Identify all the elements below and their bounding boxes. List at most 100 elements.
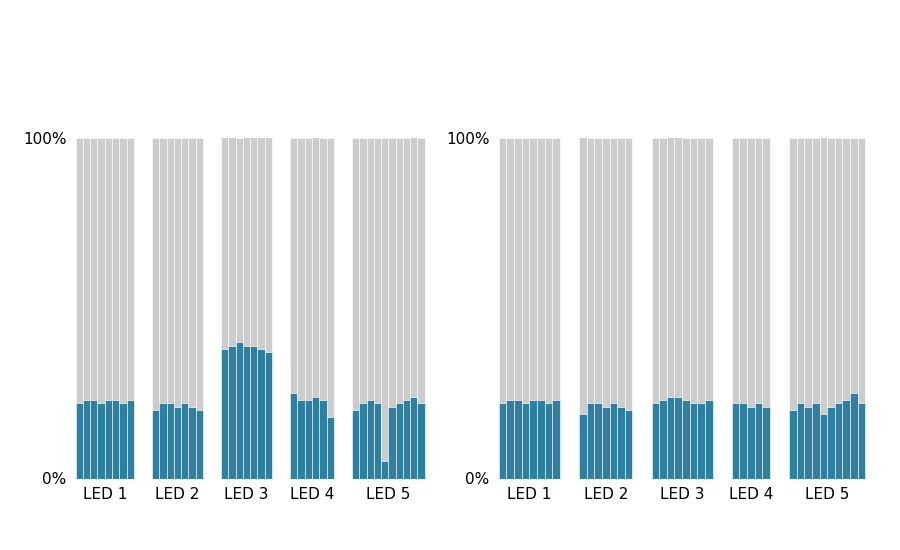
Bar bbox=[674, 138, 682, 397]
Bar bbox=[159, 404, 166, 478]
Bar bbox=[243, 345, 250, 478]
Bar bbox=[181, 404, 188, 478]
Bar bbox=[403, 400, 410, 478]
Bar bbox=[789, 410, 796, 478]
Bar bbox=[83, 138, 90, 400]
Bar bbox=[850, 393, 858, 478]
Bar bbox=[659, 138, 667, 400]
Bar bbox=[747, 407, 754, 478]
Bar bbox=[609, 404, 617, 478]
Bar bbox=[625, 410, 633, 478]
Bar bbox=[320, 138, 327, 400]
Bar bbox=[221, 349, 229, 478]
Bar bbox=[229, 138, 236, 345]
Bar bbox=[229, 345, 236, 478]
Bar bbox=[812, 404, 820, 478]
Bar bbox=[327, 138, 334, 417]
Bar bbox=[499, 404, 507, 478]
Bar bbox=[537, 400, 544, 478]
Bar bbox=[389, 138, 396, 407]
Bar bbox=[740, 404, 747, 478]
Bar bbox=[789, 138, 796, 410]
Bar bbox=[617, 138, 625, 407]
Bar bbox=[529, 138, 537, 400]
Bar bbox=[762, 138, 770, 407]
Bar bbox=[188, 407, 195, 478]
Bar bbox=[305, 400, 312, 478]
Bar bbox=[805, 138, 812, 407]
Bar bbox=[396, 138, 403, 404]
Bar bbox=[682, 400, 689, 478]
Bar bbox=[265, 353, 272, 478]
Bar bbox=[127, 400, 134, 478]
Bar bbox=[312, 397, 319, 478]
Bar bbox=[265, 138, 272, 353]
Bar bbox=[602, 138, 609, 407]
Bar bbox=[625, 138, 633, 410]
Bar bbox=[366, 400, 373, 478]
Bar bbox=[514, 138, 522, 400]
Bar bbox=[290, 138, 298, 393]
Bar bbox=[381, 138, 389, 461]
Bar bbox=[403, 138, 410, 400]
Bar bbox=[835, 404, 842, 478]
Bar bbox=[389, 407, 396, 478]
Bar bbox=[359, 138, 366, 404]
Bar bbox=[236, 342, 243, 478]
Bar bbox=[159, 138, 166, 404]
Bar bbox=[667, 138, 674, 397]
Bar bbox=[522, 404, 529, 478]
Bar bbox=[104, 138, 112, 400]
Bar bbox=[698, 404, 705, 478]
Bar bbox=[522, 138, 529, 404]
Bar bbox=[842, 138, 850, 400]
Bar bbox=[674, 397, 682, 478]
Bar bbox=[858, 138, 866, 404]
Bar bbox=[243, 138, 250, 345]
Bar bbox=[507, 400, 514, 478]
Bar bbox=[740, 138, 747, 404]
Bar bbox=[858, 404, 866, 478]
Bar bbox=[553, 400, 560, 478]
Bar bbox=[689, 138, 698, 404]
Bar bbox=[617, 407, 625, 478]
Bar bbox=[805, 407, 812, 478]
Bar bbox=[396, 404, 403, 478]
Bar bbox=[236, 138, 243, 342]
Bar bbox=[298, 138, 305, 400]
Bar bbox=[352, 138, 359, 410]
Bar bbox=[257, 138, 265, 349]
Bar bbox=[127, 138, 134, 400]
Bar bbox=[827, 407, 835, 478]
Bar bbox=[820, 138, 827, 414]
Bar bbox=[120, 404, 127, 478]
Bar bbox=[305, 138, 312, 400]
Bar bbox=[381, 461, 389, 478]
Bar bbox=[544, 138, 553, 404]
Bar bbox=[762, 407, 770, 478]
Bar bbox=[320, 400, 327, 478]
Bar bbox=[796, 404, 805, 478]
Bar bbox=[732, 404, 740, 478]
Bar bbox=[410, 138, 418, 397]
Bar bbox=[820, 414, 827, 478]
Bar bbox=[594, 138, 602, 404]
Bar bbox=[507, 138, 514, 400]
Bar bbox=[418, 138, 425, 404]
Bar bbox=[290, 393, 298, 478]
Bar bbox=[174, 138, 181, 407]
Bar bbox=[352, 410, 359, 478]
Bar bbox=[76, 404, 83, 478]
Bar bbox=[850, 138, 858, 393]
Bar bbox=[682, 138, 689, 400]
Bar bbox=[796, 138, 805, 404]
Bar bbox=[257, 349, 265, 478]
Bar bbox=[174, 407, 181, 478]
Bar bbox=[90, 400, 97, 478]
Bar bbox=[166, 404, 174, 478]
Bar bbox=[732, 138, 740, 404]
Bar bbox=[374, 138, 381, 404]
Bar bbox=[181, 138, 188, 404]
Bar bbox=[689, 404, 698, 478]
Bar bbox=[537, 138, 544, 400]
